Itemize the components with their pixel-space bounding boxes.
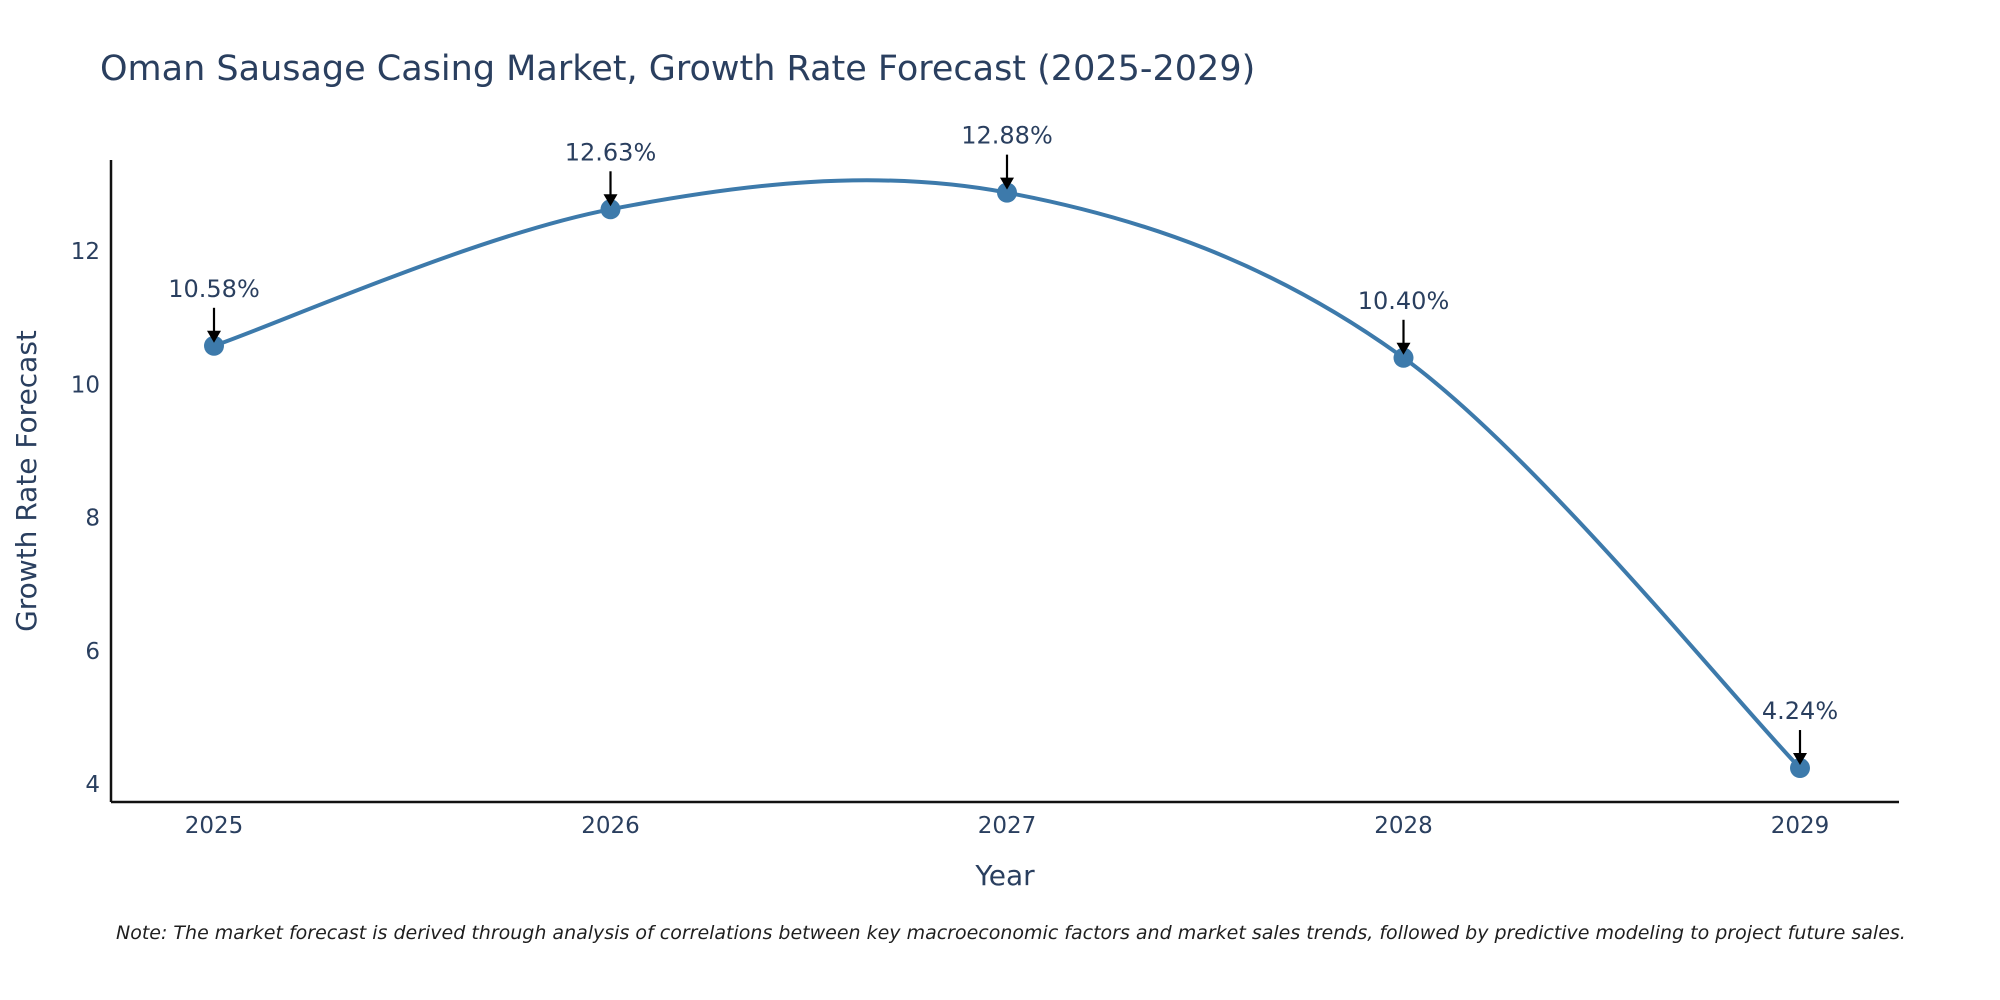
annotation-arrow-head: [1396, 342, 1411, 355]
y-tick-label: 6: [85, 639, 100, 665]
x-axis-title: Year: [974, 859, 1035, 892]
data-label-2026: 12.63%: [565, 138, 657, 166]
annotation-arrow-head: [207, 330, 221, 343]
data-point-2026: [600, 199, 621, 220]
data-point-2027: [997, 182, 1017, 203]
data-label-2028: 10.40%: [1358, 287, 1450, 315]
annotation-arrow-head: [1793, 753, 1807, 766]
chart-title: Oman Sausage Casing Market, Growth Rate …: [100, 49, 1255, 89]
y-tick-label: 4: [85, 772, 100, 798]
data-label-2025: 10.58%: [168, 275, 260, 303]
data-point-2028: [1393, 347, 1414, 368]
series-line-growth-rate: [212, 178, 1802, 771]
y-axis-ticks: 4 6 8 10 12: [71, 239, 100, 798]
x-tick-label: 2028: [1374, 813, 1433, 839]
x-tick-label: 2029: [1771, 813, 1830, 839]
data-label-2029: 4.24%: [1762, 697, 1838, 725]
footnote: Note: The market forecast is derived thr…: [116, 922, 1906, 944]
y-tick-label: 8: [85, 506, 100, 532]
x-axis-ticks: 2025 2026 2027 2028 2029: [185, 813, 1830, 839]
y-tick-label: 10: [71, 372, 100, 398]
data-point-2025: [204, 335, 224, 356]
data-points: [204, 182, 1810, 779]
y-axis-title: Growth Rate Forecast: [10, 330, 43, 632]
annotation-arrow-head: [1000, 177, 1014, 190]
data-label-2027: 12.88%: [961, 122, 1053, 150]
data-point-2029: [1790, 758, 1810, 779]
x-tick-label: 2025: [185, 813, 244, 839]
y-tick-label: 12: [71, 239, 100, 265]
annotation-arrow-head: [603, 194, 618, 207]
x-tick-label: 2027: [978, 813, 1037, 839]
x-tick-label: 2026: [581, 813, 640, 839]
data-annotations: 10.58% 12.63% 12.88% 10.40% 4.24%: [168, 122, 1838, 766]
